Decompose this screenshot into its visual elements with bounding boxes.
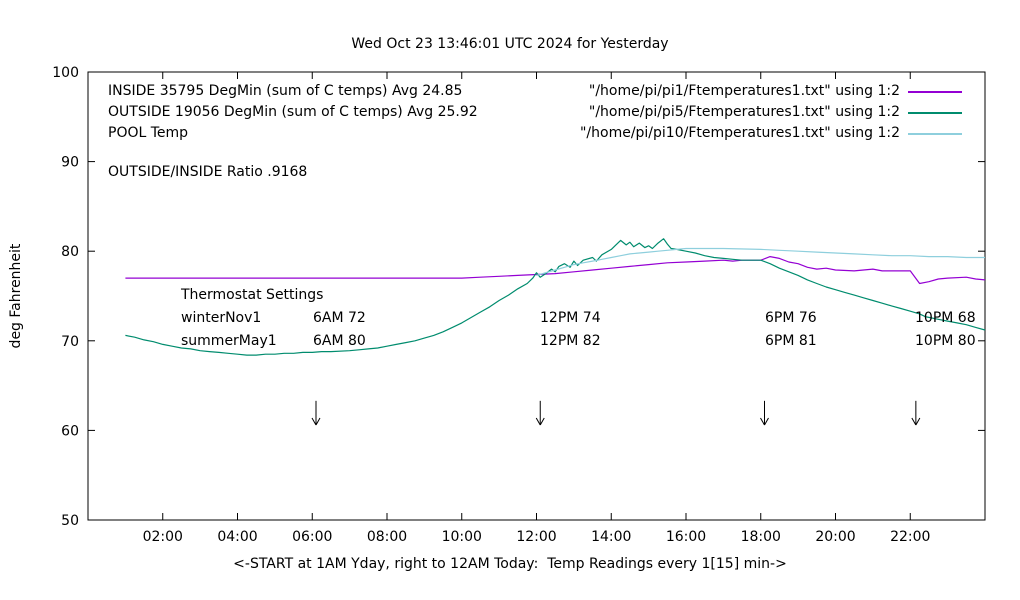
x-tick-label: 16:00	[666, 529, 706, 545]
x-tick-label: 22:00	[890, 529, 930, 545]
thermostat-heading: Thermostat Settings	[181, 287, 324, 303]
thermostat-winter-label: winterNov1	[181, 310, 262, 326]
thermostat-summer-10pm: 10PM 80	[915, 333, 976, 349]
thermostat-summer-6am: 6AM 80	[313, 333, 366, 349]
legend-line-sample-inside	[908, 91, 962, 93]
x-tick-label: 02:00	[143, 529, 183, 545]
y-tick-label: 80	[61, 244, 79, 260]
event-arrow-head	[911, 417, 917, 426]
x-tick-label: 14:00	[591, 529, 631, 545]
x-tick-label: 18:00	[741, 529, 781, 545]
chart-title: Wed Oct 23 13:46:01 UTC 2024 for Yesterd…	[351, 36, 669, 52]
series-line-pool	[536, 247, 985, 276]
x-tick-label: 10:00	[442, 529, 482, 545]
event-arrow-head	[315, 417, 321, 426]
event-arrow-head	[535, 417, 541, 426]
legend-file-inside: "/home/pi/pi1/Ftemperatures1.txt" using …	[588, 83, 900, 99]
legend-line-sample-pool	[908, 133, 962, 135]
ratio-text: OUTSIDE/INSIDE Ratio .9168	[108, 164, 308, 180]
event-arrow-head	[539, 417, 545, 426]
x-tick-label: 20:00	[815, 529, 855, 545]
y-tick-label: 60	[61, 423, 79, 439]
y-tick-label: 50	[61, 513, 79, 529]
series-line-inside	[125, 256, 986, 285]
y-tick-label: 100	[52, 65, 79, 81]
thermostat-winter-12pm: 12PM 74	[540, 310, 601, 326]
x-axis-label: <-START at 1AM Yday, right to 12AM Today…	[233, 556, 787, 572]
legend-file-pool: "/home/pi/pi10/Ftemperatures1.txt" using…	[579, 125, 900, 141]
x-tick-label: 06:00	[292, 529, 332, 545]
legend-label-outside: OUTSIDE 19056 DegMin (sum of C temps) Av…	[108, 104, 478, 120]
legend-line-sample-outside	[908, 112, 962, 114]
thermostat-summer-6pm: 6PM 81	[765, 333, 817, 349]
event-arrow-head	[311, 417, 317, 426]
event-arrow-head	[764, 417, 769, 426]
thermostat-summer-label: summerMay1	[181, 333, 277, 349]
thermostat-winter-10pm: 10PM 68	[915, 310, 976, 326]
legend-label-pool: POOL Temp	[108, 125, 189, 141]
series-line-outside	[125, 238, 986, 356]
x-tick-label: 12:00	[516, 529, 556, 545]
thermostat-summer-12pm: 12PM 82	[540, 333, 601, 349]
thermostat-winter-6pm: 6PM 76	[765, 310, 817, 326]
event-arrow-head	[915, 417, 921, 426]
x-tick-label: 08:00	[367, 529, 407, 545]
legend-label-inside: INSIDE 35795 DegMin (sum of C temps) Avg…	[108, 83, 463, 99]
event-arrow-head	[760, 417, 765, 426]
y-tick-label: 70	[61, 334, 79, 350]
thermostat-winter-6am: 6AM 72	[313, 310, 366, 326]
x-tick-label: 04:00	[217, 529, 257, 545]
y-tick-label: 90	[61, 155, 79, 171]
legend-file-outside: "/home/pi/pi5/Ftemperatures1.txt" using …	[588, 104, 900, 120]
